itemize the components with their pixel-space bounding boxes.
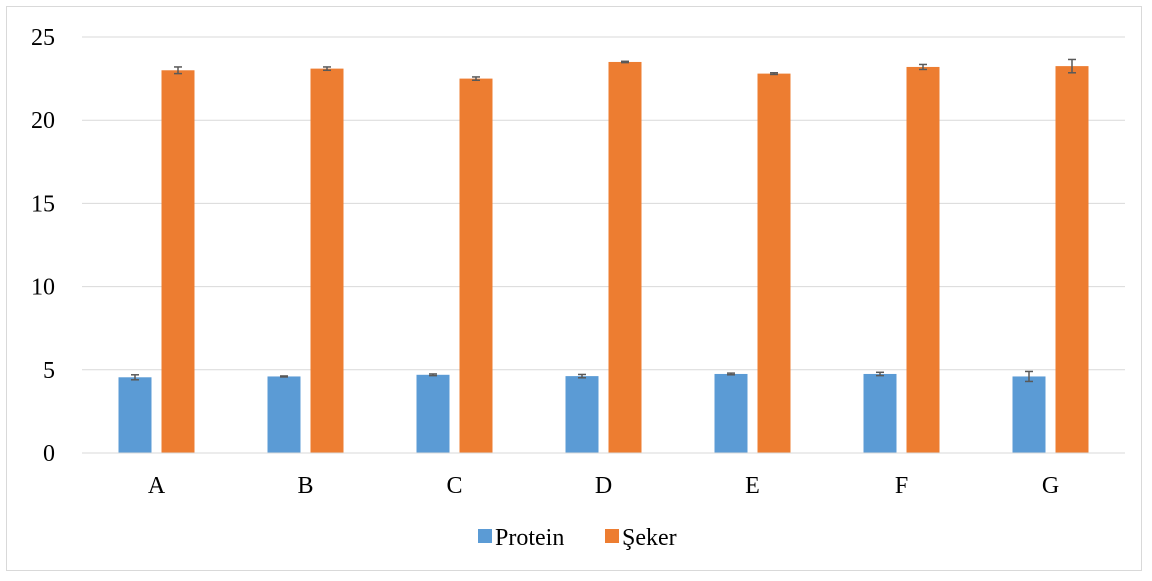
category-label: A (148, 473, 166, 499)
category-label: F (895, 473, 908, 499)
bars (118, 61, 1089, 454)
category-label: G (1042, 473, 1059, 499)
bar-şeker-a (161, 70, 195, 453)
y-tick-label: 15 (31, 191, 55, 217)
y-axis-ticks: 0 5 10 15 20 25 (31, 25, 55, 467)
gridlines (82, 36, 1125, 371)
category-label: E (745, 473, 760, 499)
legend-swatch-şeker (605, 529, 619, 543)
bar-şeker-b (310, 68, 344, 453)
bar-şeker-e (757, 73, 791, 453)
legend-swatch-protein (478, 529, 492, 543)
y-tick-label: 10 (31, 275, 55, 301)
bar-protein-c (416, 374, 450, 453)
bar-protein-d (565, 376, 599, 453)
bar-protein-e (714, 373, 748, 453)
bar-şeker-c (459, 78, 493, 453)
bar-protein-f (863, 373, 897, 453)
y-tick-label: 5 (43, 358, 55, 384)
category-label: B (297, 473, 313, 499)
x-axis-categories: A B C D E F G (148, 473, 1059, 499)
error-bars (131, 58, 1076, 383)
legend: Protein Şeker (478, 525, 677, 551)
legend-label: Şeker (622, 525, 677, 551)
legend-label: Protein (495, 525, 564, 551)
chart-frame (6, 6, 1142, 571)
y-tick-label: 25 (31, 25, 55, 51)
category-label: D (595, 473, 612, 499)
bar-şeker-g (1055, 66, 1089, 454)
bar-şeker-f (906, 66, 940, 454)
bar-protein-g (1012, 376, 1046, 453)
bar-protein-a (118, 377, 152, 453)
category-label: C (446, 473, 462, 499)
bar-şeker-d (608, 61, 642, 454)
y-tick-label: 0 (43, 441, 55, 467)
bar-protein-b (267, 376, 301, 453)
y-tick-label: 20 (31, 108, 55, 134)
